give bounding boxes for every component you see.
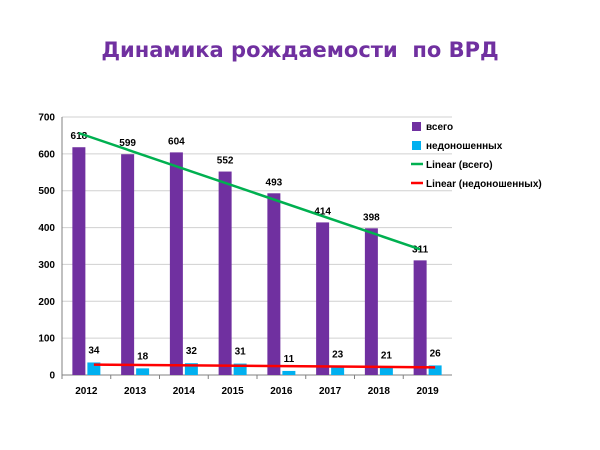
y-tick-label: 200 bbox=[38, 297, 55, 308]
bar-всего-2015 bbox=[218, 171, 232, 375]
bar-всего-2012 bbox=[72, 147, 86, 375]
data-label-всего: 604 bbox=[168, 136, 185, 147]
legend-entry-недоношенных: недоношенных bbox=[426, 141, 503, 152]
data-label-недоношенных: 32 bbox=[186, 346, 198, 357]
bar-недоношенных-2018 bbox=[379, 367, 393, 375]
bar-всего-2018 bbox=[364, 228, 378, 375]
data-label-всего: 599 bbox=[119, 138, 136, 149]
bar-недоношенных-2013 bbox=[136, 368, 150, 375]
data-label-всего: 493 bbox=[266, 177, 283, 188]
legend-swatch-всего bbox=[412, 122, 421, 131]
data-label-недоношенных: 34 bbox=[88, 345, 100, 356]
data-label-всего: 311 bbox=[412, 244, 429, 255]
trendline-всего bbox=[78, 131, 421, 251]
x-tick-label: 2018 bbox=[368, 386, 391, 397]
data-label-недоношенных: 21 bbox=[381, 350, 393, 361]
y-tick-label: 300 bbox=[38, 260, 55, 271]
x-tick-label: 2014 bbox=[173, 386, 196, 397]
bar-недоношенных-2015 bbox=[233, 363, 247, 375]
legend-entry-trend-недоношенных: Linear (недоношенных) bbox=[426, 179, 542, 190]
y-tick-label: 600 bbox=[38, 149, 55, 160]
data-label-недоношенных: 26 bbox=[430, 348, 442, 359]
data-label-недоношенных: 18 bbox=[137, 351, 149, 362]
x-tick-label: 2012 bbox=[75, 386, 98, 397]
data-label-всего: 414 bbox=[314, 206, 331, 217]
bar-недоношенных-2017 bbox=[331, 366, 345, 375]
bar-всего-2019 bbox=[413, 260, 427, 375]
data-label-всего: 552 bbox=[217, 156, 234, 167]
bar-всего-2014 bbox=[169, 152, 183, 375]
trendline-недоношенных bbox=[93, 363, 436, 369]
x-tick-label: 2019 bbox=[417, 386, 440, 397]
y-tick-label: 0 bbox=[49, 371, 55, 382]
data-label-недоношенных: 11 bbox=[284, 354, 295, 365]
data-label-недоношенных: 31 bbox=[235, 347, 247, 358]
x-tick-label: 2016 bbox=[270, 386, 293, 397]
x-tick-label: 2015 bbox=[222, 386, 245, 397]
chart-title: Динамика рождаемости по ВРД bbox=[101, 38, 499, 62]
x-tick-label: 2013 bbox=[124, 386, 147, 397]
data-label-недоношенных: 23 bbox=[332, 350, 344, 361]
bar-всего-2017 bbox=[316, 222, 330, 375]
x-tick-label: 2017 bbox=[319, 386, 342, 397]
legend-swatch-недоношенных bbox=[412, 141, 421, 150]
bar-всего-2016 bbox=[267, 193, 281, 375]
bar-всего-2013 bbox=[121, 154, 135, 375]
legend-entry-trend-всего: Linear (всего) bbox=[426, 160, 493, 171]
bar-недоношенных-2019 bbox=[428, 365, 442, 375]
y-tick-label: 400 bbox=[38, 223, 55, 234]
y-tick-label: 100 bbox=[38, 334, 55, 345]
y-tick-label: 500 bbox=[38, 186, 55, 197]
legend-entry-всего: всего bbox=[426, 122, 453, 133]
y-tick-label: 700 bbox=[38, 113, 55, 124]
bar-недоношенных-2016 bbox=[282, 370, 296, 375]
data-label-всего: 618 bbox=[71, 131, 88, 142]
bar-недоношенных-2014 bbox=[184, 363, 198, 375]
data-label-всего: 398 bbox=[363, 212, 380, 223]
